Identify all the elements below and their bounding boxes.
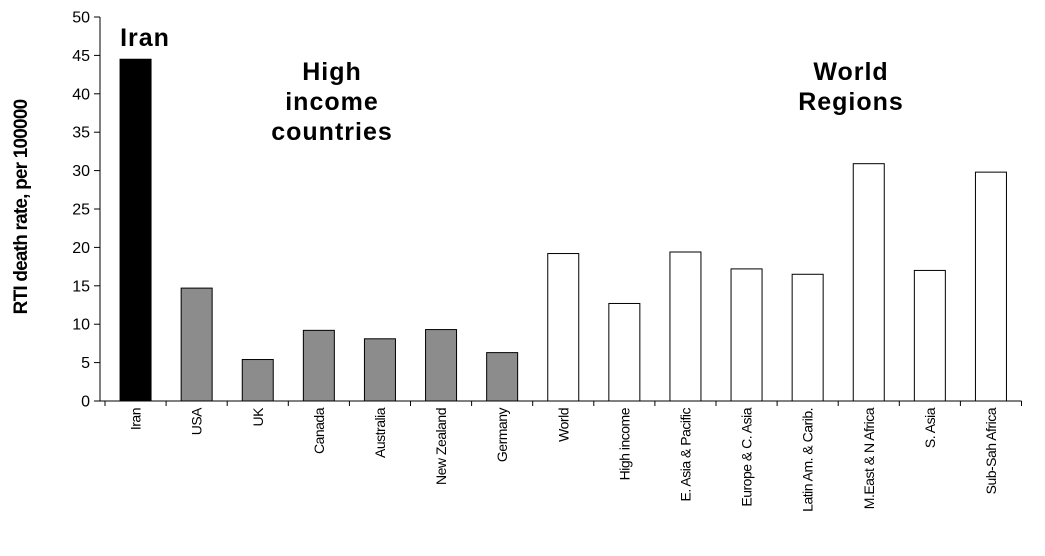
category-label: Australia — [372, 407, 388, 458]
category-label: Latin Am. & Carib. — [800, 408, 816, 512]
category-label: World — [555, 408, 571, 442]
annotation-iran: Iran — [120, 24, 170, 52]
y-tick-label: 15 — [72, 278, 90, 295]
bar-latin-am-carib — [791, 273, 824, 402]
y-tick-label: 35 — [72, 125, 90, 142]
bar-e-asia-pacific — [669, 251, 702, 402]
category-label: S. Asia — [922, 407, 938, 448]
bar-usa — [180, 287, 213, 402]
annotation-high-income: High income countries — [271, 58, 393, 146]
category-label: Europe & C. Asia — [739, 407, 755, 506]
category-label: M.East & N Africa — [861, 407, 877, 509]
x-axis — [100, 400, 1022, 406]
bar-m-east-n-africa — [852, 163, 885, 402]
y-tick-label: 20 — [72, 240, 90, 257]
category-label: Sub-Sah Africa — [983, 407, 999, 494]
bar-new-zealand — [425, 329, 458, 402]
annotations: Iran High income countries World Regions — [120, 24, 904, 146]
category-label: Germany — [494, 408, 510, 463]
y-tick-label: 0 — [81, 394, 90, 411]
annotation-regions: World Regions — [798, 58, 904, 116]
bar-world — [547, 253, 580, 402]
category-label: Iran — [128, 408, 144, 430]
bar-australia — [363, 338, 396, 402]
y-tick-label: 5 — [81, 355, 90, 372]
y-axis-label: RTI death rate, per 100000 — [11, 99, 32, 314]
category-label: USA — [189, 407, 205, 435]
y-tick-label: 25 — [72, 202, 90, 219]
category-label: E. Asia & Pacific — [677, 408, 693, 502]
bar-canada — [302, 329, 335, 402]
bar-high-income — [608, 302, 641, 402]
category-label: UK — [250, 407, 266, 427]
y-axis: 0 5 10 15 20 25 30 35 40 45 50 — [72, 10, 101, 411]
bar-sub-sah-africa — [974, 171, 1007, 402]
category-label: High income — [616, 407, 632, 480]
y-tick-label: 10 — [72, 317, 90, 334]
bar-europe-c-asia — [730, 268, 763, 402]
y-tick-label: 45 — [72, 48, 90, 65]
bar-germany — [486, 352, 519, 402]
y-tick-label: 50 — [72, 10, 90, 27]
bar-series — [119, 58, 1007, 402]
category-label: Canada — [311, 407, 327, 454]
category-label: New Zealand — [433, 408, 449, 485]
bar-s-asia — [913, 269, 946, 402]
y-tick-label: 30 — [72, 163, 90, 180]
bar-uk — [241, 359, 274, 402]
y-tick-label: 40 — [72, 86, 90, 103]
category-labels: Iran USA UK Canada Australia New Zealand Germa… — [128, 407, 999, 512]
bar-iran — [119, 58, 152, 402]
